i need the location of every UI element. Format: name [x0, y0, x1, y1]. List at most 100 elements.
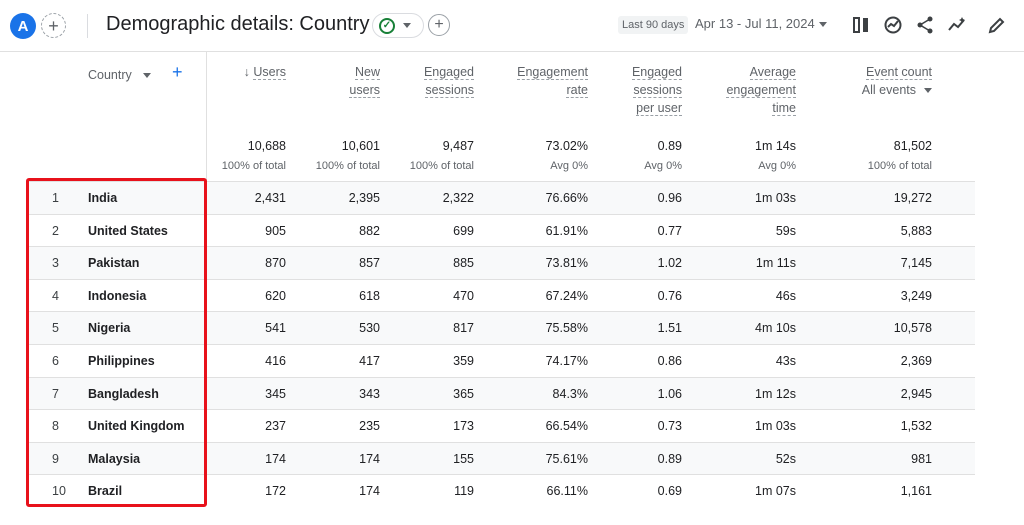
total-subtext: 100% of total — [867, 160, 932, 172]
row-rank: 6 — [52, 354, 59, 368]
metric-cell: 541 — [265, 321, 286, 336]
metric-cell: 981 — [911, 451, 932, 466]
column-header-label: users — [349, 83, 380, 98]
total-value: 10,601 — [341, 139, 380, 153]
property-avatar[interactable]: A — [10, 13, 36, 39]
country-name[interactable]: Malaysia — [88, 451, 141, 466]
total-subtext: Avg 0% — [550, 160, 588, 172]
country-name[interactable]: Philippines — [88, 354, 155, 368]
chevron-down-icon — [143, 73, 152, 79]
metric-cell: 52s — [775, 451, 796, 466]
row-rank: 8 — [52, 419, 59, 434]
country-name[interactable]: Indonesia — [88, 288, 147, 303]
table-row[interactable]: 2 United States 905 882 699 61.91% 0.77 59s 5,88… — [28, 213, 975, 247]
share-icon[interactable] — [914, 14, 936, 36]
metric-cell: 2,945 — [900, 386, 932, 401]
table-row[interactable]: 3 Pakistan 870 857 885 73.81% 1.02 1m 11s 7,145 — [28, 246, 975, 279]
metric-cell: 43s — [775, 354, 796, 368]
country-name[interactable]: United States — [88, 223, 168, 238]
row-rank: 4 — [52, 288, 59, 303]
metric-cell: 10,578 — [893, 321, 932, 336]
metric-cell: 0.69 — [657, 484, 682, 499]
metric-cell: 76.66% — [545, 191, 588, 205]
total-value: 73.02% — [545, 139, 588, 153]
country-name[interactable]: India — [88, 191, 118, 205]
column-header-label: Event count — [865, 65, 932, 80]
total-subtext: 100% of total — [221, 160, 286, 172]
metric-cell: 0.77 — [657, 223, 682, 238]
column-header-2[interactable]: New users — [270, 63, 380, 99]
table-row[interactable]: 8 United Kingdom 237 235 173 66.54% 0.73 1m 03s… — [28, 409, 975, 442]
table-row[interactable]: 4 Indonesia 620 618 470 67.24% 0.76 46s 3,249 — [28, 278, 975, 312]
column-header-label: New — [354, 65, 380, 80]
table-row[interactable]: 5 Nigeria 541 530 817 75.58% 1.51 4m 10s 10,578 — [28, 311, 975, 344]
metric-cell: 0.73 — [657, 419, 682, 434]
column-header-label: Engaged — [423, 65, 474, 80]
country-name[interactable]: Brazil — [88, 484, 123, 499]
table-row[interactable]: 9 Malaysia 174 174 155 75.61% 0.89 52s 981 — [28, 441, 975, 475]
metric-cell: 1m 03s — [755, 419, 796, 434]
column-header-6[interactable]: Average engagement time — [686, 63, 796, 117]
metric-cell: 530 — [359, 321, 380, 336]
date-chevron-down-icon[interactable] — [819, 22, 827, 27]
column-header-4[interactable]: Engagement rate — [478, 63, 588, 99]
metric-cell: 857 — [359, 256, 380, 271]
metric-cell: 620 — [265, 288, 286, 303]
metric-cell: 3,249 — [900, 288, 932, 303]
country-name[interactable]: Bangladesh — [88, 386, 159, 401]
row-rank: 9 — [52, 451, 59, 466]
date-range[interactable]: Apr 13 - Jul 11, 2024 — [695, 16, 815, 31]
row-rank: 7 — [52, 386, 59, 401]
column-header-5[interactable]: Engaged sessions per user — [572, 63, 682, 117]
metric-cell: 119 — [454, 484, 474, 499]
metric-cell: 359 — [453, 354, 474, 368]
compare-icon[interactable] — [850, 14, 872, 36]
table-row[interactable]: 10 Brazil 172 174 119 66.11% 0.69 1m 07s 1,161 — [28, 474, 975, 507]
metric-cell: 882 — [359, 223, 380, 238]
trend-icon[interactable] — [946, 14, 968, 36]
column-header-label: per user — [636, 101, 682, 116]
add-button[interactable]: + — [428, 14, 450, 36]
metric-cell: 2,322 — [442, 191, 474, 205]
metric-cell: 2,395 — [348, 191, 380, 205]
country-name[interactable]: Nigeria — [88, 321, 131, 336]
metric-cell: 67.24% — [545, 288, 588, 303]
metric-cell: 1m 03s — [755, 191, 796, 205]
metric-cell: 699 — [453, 223, 474, 238]
metric-cell: 1.51 — [657, 321, 682, 336]
metric-cell: 905 — [265, 223, 286, 238]
metric-cell: 174 — [265, 451, 286, 466]
table-row[interactable]: 7 Bangladesh 345 343 365 84.3% 1.06 1m 12s 2,945 — [28, 376, 975, 410]
country-name[interactable]: United Kingdom — [88, 419, 185, 434]
event-filter-dropdown[interactable]: All events — [822, 81, 932, 99]
column-header-1[interactable]: ↓ Users — [176, 63, 286, 81]
metric-cell: 1.06 — [657, 386, 682, 401]
date-preset-chip[interactable]: Last 90 days — [618, 16, 689, 34]
column-header-7[interactable]: Event count All events — [822, 63, 932, 99]
insights-icon[interactable] — [882, 14, 904, 36]
metric-cell: 470 — [453, 288, 474, 303]
total-value: 81,502 — [893, 139, 932, 153]
add-comparison-button[interactable]: + — [41, 13, 66, 38]
metric-cell: 59s — [775, 223, 796, 238]
column-divider — [206, 52, 207, 180]
check-icon: ✓ — [379, 17, 395, 34]
country-name[interactable]: Pakistan — [88, 256, 140, 271]
column-header-label: Engaged — [631, 65, 682, 80]
column-header-label: time — [772, 101, 796, 116]
total-subtext: 100% of total — [409, 160, 474, 172]
column-header-label: sessions — [425, 83, 474, 98]
status-dropdown[interactable]: ✓ — [372, 13, 424, 38]
row-rank: 10 — [52, 484, 66, 499]
metric-cell: 46s — [775, 288, 796, 303]
dimension-label: Country — [88, 68, 132, 82]
dimension-selector[interactable]: Country — [88, 66, 168, 84]
table-row[interactable]: 6 Philippines 416 417 359 74.17% 0.86 43s 2,369 — [28, 344, 975, 377]
total-value: 0.89 — [657, 139, 682, 153]
edit-icon[interactable] — [986, 14, 1008, 36]
table-row[interactable]: 1 India 2,431 2,395 2,322 76.66% 0.96 1m 03s 19,… — [28, 181, 975, 214]
add-dimension-button[interactable]: + — [172, 62, 183, 82]
column-header-3[interactable]: Engaged sessions — [364, 63, 474, 99]
column-header-label: rate — [566, 83, 588, 98]
metric-cell: 0.76 — [657, 288, 682, 303]
